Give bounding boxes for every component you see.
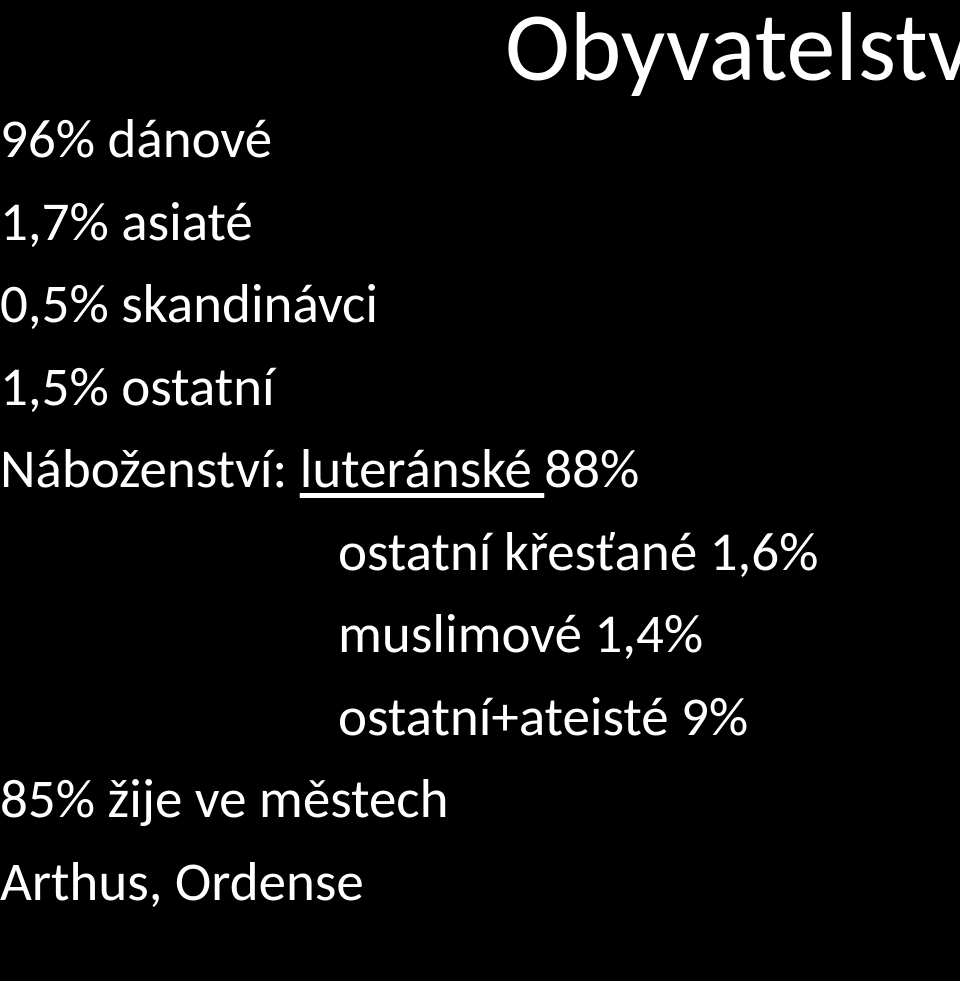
- slide-body: 96% dánové 1,7% asiaté 0,5% skandinávci …: [0, 98, 940, 923]
- religion-lutheran: luteránské: [300, 435, 545, 502]
- ethnic-line-3: 0,5% skandinávci: [0, 263, 940, 346]
- religion-lutheran-pct: 88%: [544, 435, 639, 502]
- religion-label: Náboženství:: [0, 435, 300, 502]
- religion-main-line: Náboženství: luteránské 88%: [0, 428, 940, 511]
- religion-muslim: muslimové 1,4%: [0, 593, 940, 676]
- urban-line: 85% žije ve městech: [0, 758, 940, 841]
- slide-title: Obyvatelstvo: [505, 0, 960, 107]
- ethnic-line-1: 96% dánové: [0, 98, 940, 181]
- ethnic-line-4: 1,5% ostatní: [0, 346, 940, 429]
- slide: Obyvatelstvo 96% dánové 1,7% asiaté 0,5%…: [0, 0, 960, 981]
- ethnic-line-2: 1,7% asiaté: [0, 181, 940, 264]
- cities-line: Arthus, Ordense: [0, 841, 940, 924]
- religion-other-atheist: ostatní+ateisté 9%: [0, 676, 940, 759]
- religion-other-christian: ostatní křesťané 1,6%: [0, 511, 940, 594]
